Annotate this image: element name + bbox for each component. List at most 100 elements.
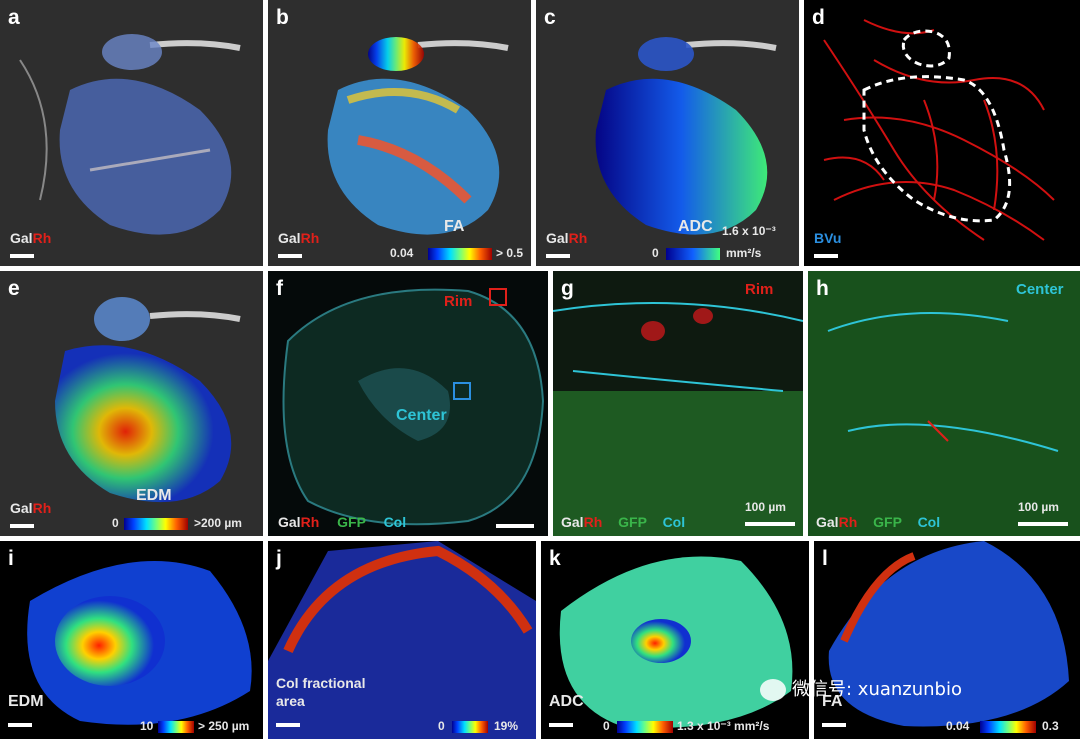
gal-label: Gal (10, 230, 33, 246)
panel-label: c (544, 6, 556, 29)
scale-bar (549, 723, 573, 727)
panel-i-image (0, 541, 263, 739)
scale-bar (8, 723, 32, 727)
metric-label: EDM (8, 693, 44, 710)
panel-label: g (561, 277, 574, 300)
scale-bar (276, 723, 300, 727)
rh-label: Rh (568, 230, 588, 246)
colorbar (980, 721, 1036, 733)
col-label: Col (662, 514, 686, 530)
colorbar (666, 248, 720, 260)
colorbar-min: 0 (652, 246, 659, 260)
colorbar-unit: mm²/s (726, 246, 762, 260)
rh-label: Rh (838, 514, 858, 530)
panel-k-image (541, 541, 809, 739)
rh-label: Rh (300, 230, 320, 246)
panel-f-image (268, 271, 548, 536)
panel-e-image (0, 271, 263, 536)
panel-c: c ADC 1.6 x 10⁻³ GalRh 0 mm²/s (536, 0, 799, 266)
stain-label: GalRh (546, 230, 587, 246)
gal-label: Gal (816, 514, 839, 530)
gal-label: Gal (546, 230, 569, 246)
scale-bar (10, 254, 34, 258)
metric-label-line1: Col fractional (276, 675, 366, 691)
panel-label: f (276, 277, 283, 300)
colorbar-max: 0.3 (1042, 719, 1059, 733)
rh-label: Rh (32, 500, 52, 516)
panel-label: b (276, 6, 289, 29)
panel-label: i (8, 547, 14, 570)
colorbar (158, 721, 194, 733)
gal-label: Gal (10, 500, 33, 516)
scale-bar (745, 522, 795, 526)
panel-j: j Col fractional area 0 19% (268, 541, 536, 739)
scale-bar (496, 524, 534, 528)
panel-j-image (268, 541, 536, 739)
panel-g-image (553, 271, 803, 536)
stain-label: BVu (814, 230, 842, 246)
metric-label: ADC (678, 218, 713, 235)
colorbar (124, 518, 188, 530)
center-label: Center (396, 407, 447, 424)
metric-label: FA (444, 218, 465, 235)
panel-a-image (0, 0, 263, 266)
gfp-label: GFP (873, 514, 902, 530)
panel-c-image (536, 0, 799, 266)
panel-label: e (8, 277, 20, 300)
gal-label: Gal (561, 514, 584, 530)
stain-label: GalRh (10, 230, 51, 246)
metric-label-line2: area (276, 693, 305, 709)
colorbar-max: >200 µm (194, 516, 242, 530)
rh-label: Rh (32, 230, 52, 246)
scale-bar (546, 254, 570, 258)
panel-label: l (822, 547, 828, 570)
scale-bar (1018, 522, 1068, 526)
colorbar-max: 1.6 x 10⁻³ (722, 224, 776, 238)
rim-label: Rim (444, 293, 473, 310)
metric-label: ADC (549, 693, 584, 710)
panel-i: i EDM 10 > 250 µm (0, 541, 263, 739)
colorbar-min: 0 (438, 719, 445, 733)
panel-label: h (816, 277, 829, 300)
panel-e: e EDM GalRh 0 >200 µm (0, 271, 263, 536)
stain-label: GalRh (10, 500, 51, 516)
panel-label: d (812, 6, 825, 29)
panel-h-image (808, 271, 1080, 536)
gal-label: Gal (278, 230, 301, 246)
colorbar-min: 10 (140, 719, 154, 733)
colorbar-min: 0.04 (390, 246, 414, 260)
panel-g: g Rim 100 µm GalRh GFP Col (553, 271, 803, 536)
gal-label: Gal (278, 514, 301, 530)
colorbar-max: > 250 µm (198, 719, 250, 733)
panel-l-image (814, 541, 1080, 739)
metric-label: FA (822, 693, 843, 710)
colorbar (617, 721, 673, 733)
panel-a: a GalRh (0, 0, 263, 266)
rh-label: Rh (300, 514, 320, 530)
panel-h: h Center 100 µm GalRh GFP Col (808, 271, 1080, 536)
colorbar-min: 0 (112, 516, 119, 530)
colorbar-min: 0 (603, 719, 610, 733)
panel-d-image (804, 0, 1080, 266)
watermark: 微信号: xuanzunbio (760, 675, 1066, 701)
panel-d: d BVu (804, 0, 1080, 266)
gfp-label: GFP (337, 514, 366, 530)
colorbar-max: > 0.5 (496, 246, 524, 260)
rh-label: Rh (583, 514, 603, 530)
panel-b: b FA GalRh 0.04 > 0.5 (268, 0, 531, 266)
col-label: Col (917, 514, 941, 530)
col-label: Col (383, 514, 407, 530)
scale-label: 100 µm (745, 500, 786, 514)
colorbar-max: 19% (494, 719, 519, 733)
panel-label: j (276, 547, 282, 570)
stain-label: GalRh GFP Col (278, 514, 406, 530)
colorbar (428, 248, 492, 260)
colorbar (452, 721, 488, 733)
panel-b-image (268, 0, 531, 266)
colorbar-max: 1.3 x 10⁻³ mm²/s (677, 719, 770, 733)
scale-bar (10, 524, 34, 528)
scale-bar (814, 254, 838, 258)
region-label: Center (1016, 281, 1064, 298)
scale-label: 100 µm (1018, 500, 1059, 514)
stain-label: GalRh (278, 230, 319, 246)
